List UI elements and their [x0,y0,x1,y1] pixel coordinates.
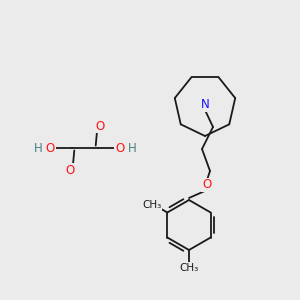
Text: O: O [116,142,124,154]
Text: N: N [201,98,209,112]
Text: H: H [34,142,42,154]
Text: O: O [65,164,75,176]
Text: O: O [45,142,55,154]
Text: CH₃: CH₃ [142,200,161,211]
Text: H: H [128,142,136,154]
Text: O: O [95,119,105,133]
Text: CH₃: CH₃ [179,263,199,273]
Text: O: O [202,178,211,191]
